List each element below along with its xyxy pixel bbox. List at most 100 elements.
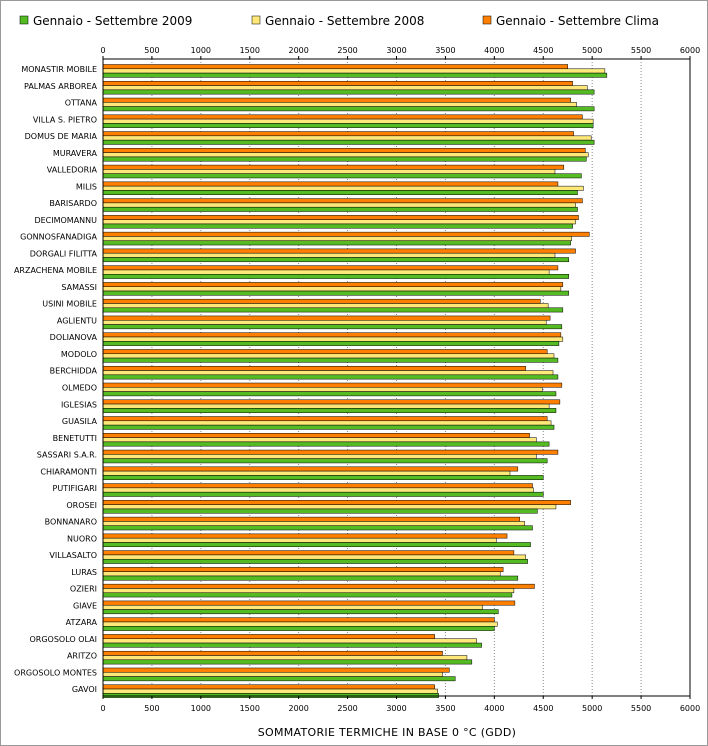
tick-label-bottom: 0 xyxy=(100,704,105,713)
bar xyxy=(102,684,435,690)
category-label: BARISARDO xyxy=(49,199,97,208)
category-label: OLMEDO xyxy=(62,384,97,393)
bar xyxy=(102,236,572,241)
category-label: USINI MOBILE xyxy=(42,300,97,309)
bar xyxy=(102,466,519,472)
tick-label-bottom: 1500 xyxy=(240,704,260,713)
bar xyxy=(102,135,592,141)
x-axis-label: SOMMATORIE TERMICHE IN BASE 0 °C (GDD) xyxy=(258,726,517,739)
bar xyxy=(102,357,559,363)
x-axis-top: 0 500 1000 1500 2000 2500 3000 3500 4000 4500 5000… xyxy=(100,46,700,59)
category-label: IGLESIAS xyxy=(61,400,97,409)
bar xyxy=(102,68,606,74)
tick-label-bottom: 6000 xyxy=(680,704,700,713)
category-label: MODOLO xyxy=(61,350,97,359)
bar xyxy=(102,290,569,296)
bar xyxy=(102,567,504,572)
bar xyxy=(102,500,571,505)
bar xyxy=(102,106,595,112)
tick-label-top: 3000 xyxy=(386,46,406,55)
bar xyxy=(102,349,548,355)
category-label: OZIERI xyxy=(70,585,97,594)
bar xyxy=(102,265,559,271)
bar xyxy=(102,185,584,191)
bar xyxy=(102,626,495,631)
bar xyxy=(102,634,435,639)
bar xyxy=(102,475,544,480)
bar xyxy=(102,123,594,128)
bar xyxy=(102,420,552,426)
category-label: VILLA S. PIETRO xyxy=(33,115,97,124)
category-label: BENETUTTI xyxy=(53,434,97,443)
bar xyxy=(102,642,482,648)
bar xyxy=(102,202,576,208)
bar xyxy=(102,374,559,380)
category-label: ORGOSOLO OLAI xyxy=(29,635,97,644)
bar xyxy=(102,206,578,212)
category-label: ARITZO xyxy=(67,652,97,661)
bar xyxy=(102,621,498,627)
bar xyxy=(102,554,526,560)
bar xyxy=(102,542,531,548)
category-label: VILLASALTO xyxy=(49,551,97,560)
legend: Gennaio - Settembre 2009 Gennaio - Settem… xyxy=(19,14,659,28)
tick-label-top: 2500 xyxy=(337,46,357,55)
category-label: MILIS xyxy=(76,182,97,191)
tick-label-top: 1000 xyxy=(191,46,211,55)
category-label: DOMUS DE MARIA xyxy=(25,132,98,141)
bar xyxy=(102,282,564,287)
bar xyxy=(102,403,550,409)
bar xyxy=(102,102,577,107)
category-label: DOLIANOVA xyxy=(50,333,98,342)
category-label: SAMASSI xyxy=(61,283,97,292)
category-label: DORGALI FILITTA xyxy=(30,249,98,258)
bar xyxy=(102,416,548,422)
category-label: SASSARI S.A.R. xyxy=(37,451,97,460)
bar xyxy=(102,399,561,405)
category-label: ORGOSOLO MONTES xyxy=(14,668,97,677)
bar xyxy=(102,483,533,489)
bar xyxy=(102,600,516,606)
bar xyxy=(102,365,526,371)
tick-label-top: 5000 xyxy=(582,46,602,55)
bar xyxy=(102,650,443,656)
bar xyxy=(102,550,515,556)
tick-label-bottom: 4500 xyxy=(533,704,553,713)
bar xyxy=(102,173,582,179)
category-label: AGLIENTU xyxy=(57,316,97,325)
tick-label-bottom: 1000 xyxy=(191,704,211,713)
bar xyxy=(102,269,550,275)
plot-border xyxy=(102,58,691,697)
category-label: ATZARA xyxy=(66,618,98,627)
bar xyxy=(102,181,559,187)
category-label: GAVOI xyxy=(72,685,97,694)
category-label: PUTIFIGARI xyxy=(53,484,97,493)
legend-label: Gennaio - Settembre 2009 xyxy=(33,14,192,28)
category-label: VALLEDORIA xyxy=(47,166,98,175)
tick-label-bottom: 4000 xyxy=(484,704,504,713)
category-labels: MONASTIR MOBILE PALMAS ARBOREA OTTANA VILLA… xyxy=(14,65,98,694)
bar xyxy=(102,298,541,304)
bar xyxy=(102,231,590,237)
bar xyxy=(102,303,549,309)
tick-label-top: 4500 xyxy=(533,46,553,55)
bar xyxy=(102,274,569,279)
bar xyxy=(102,592,513,598)
bar xyxy=(102,537,497,543)
bar xyxy=(102,437,537,443)
bar xyxy=(102,319,547,325)
legend-swatch xyxy=(19,15,29,25)
bar xyxy=(102,408,557,413)
bar xyxy=(102,114,583,120)
bar xyxy=(102,391,557,397)
category-label: PALMAS ARBOREA xyxy=(24,82,98,91)
tick-label-bottom: 5500 xyxy=(631,704,651,713)
bar xyxy=(102,424,555,430)
tick-label-top: 5500 xyxy=(631,46,651,55)
bar xyxy=(102,85,588,91)
tick-label-top: 3500 xyxy=(435,46,455,55)
legend-swatch xyxy=(251,15,261,25)
bar xyxy=(102,470,511,476)
category-label: ARZACHENA MOBILE xyxy=(14,266,97,275)
